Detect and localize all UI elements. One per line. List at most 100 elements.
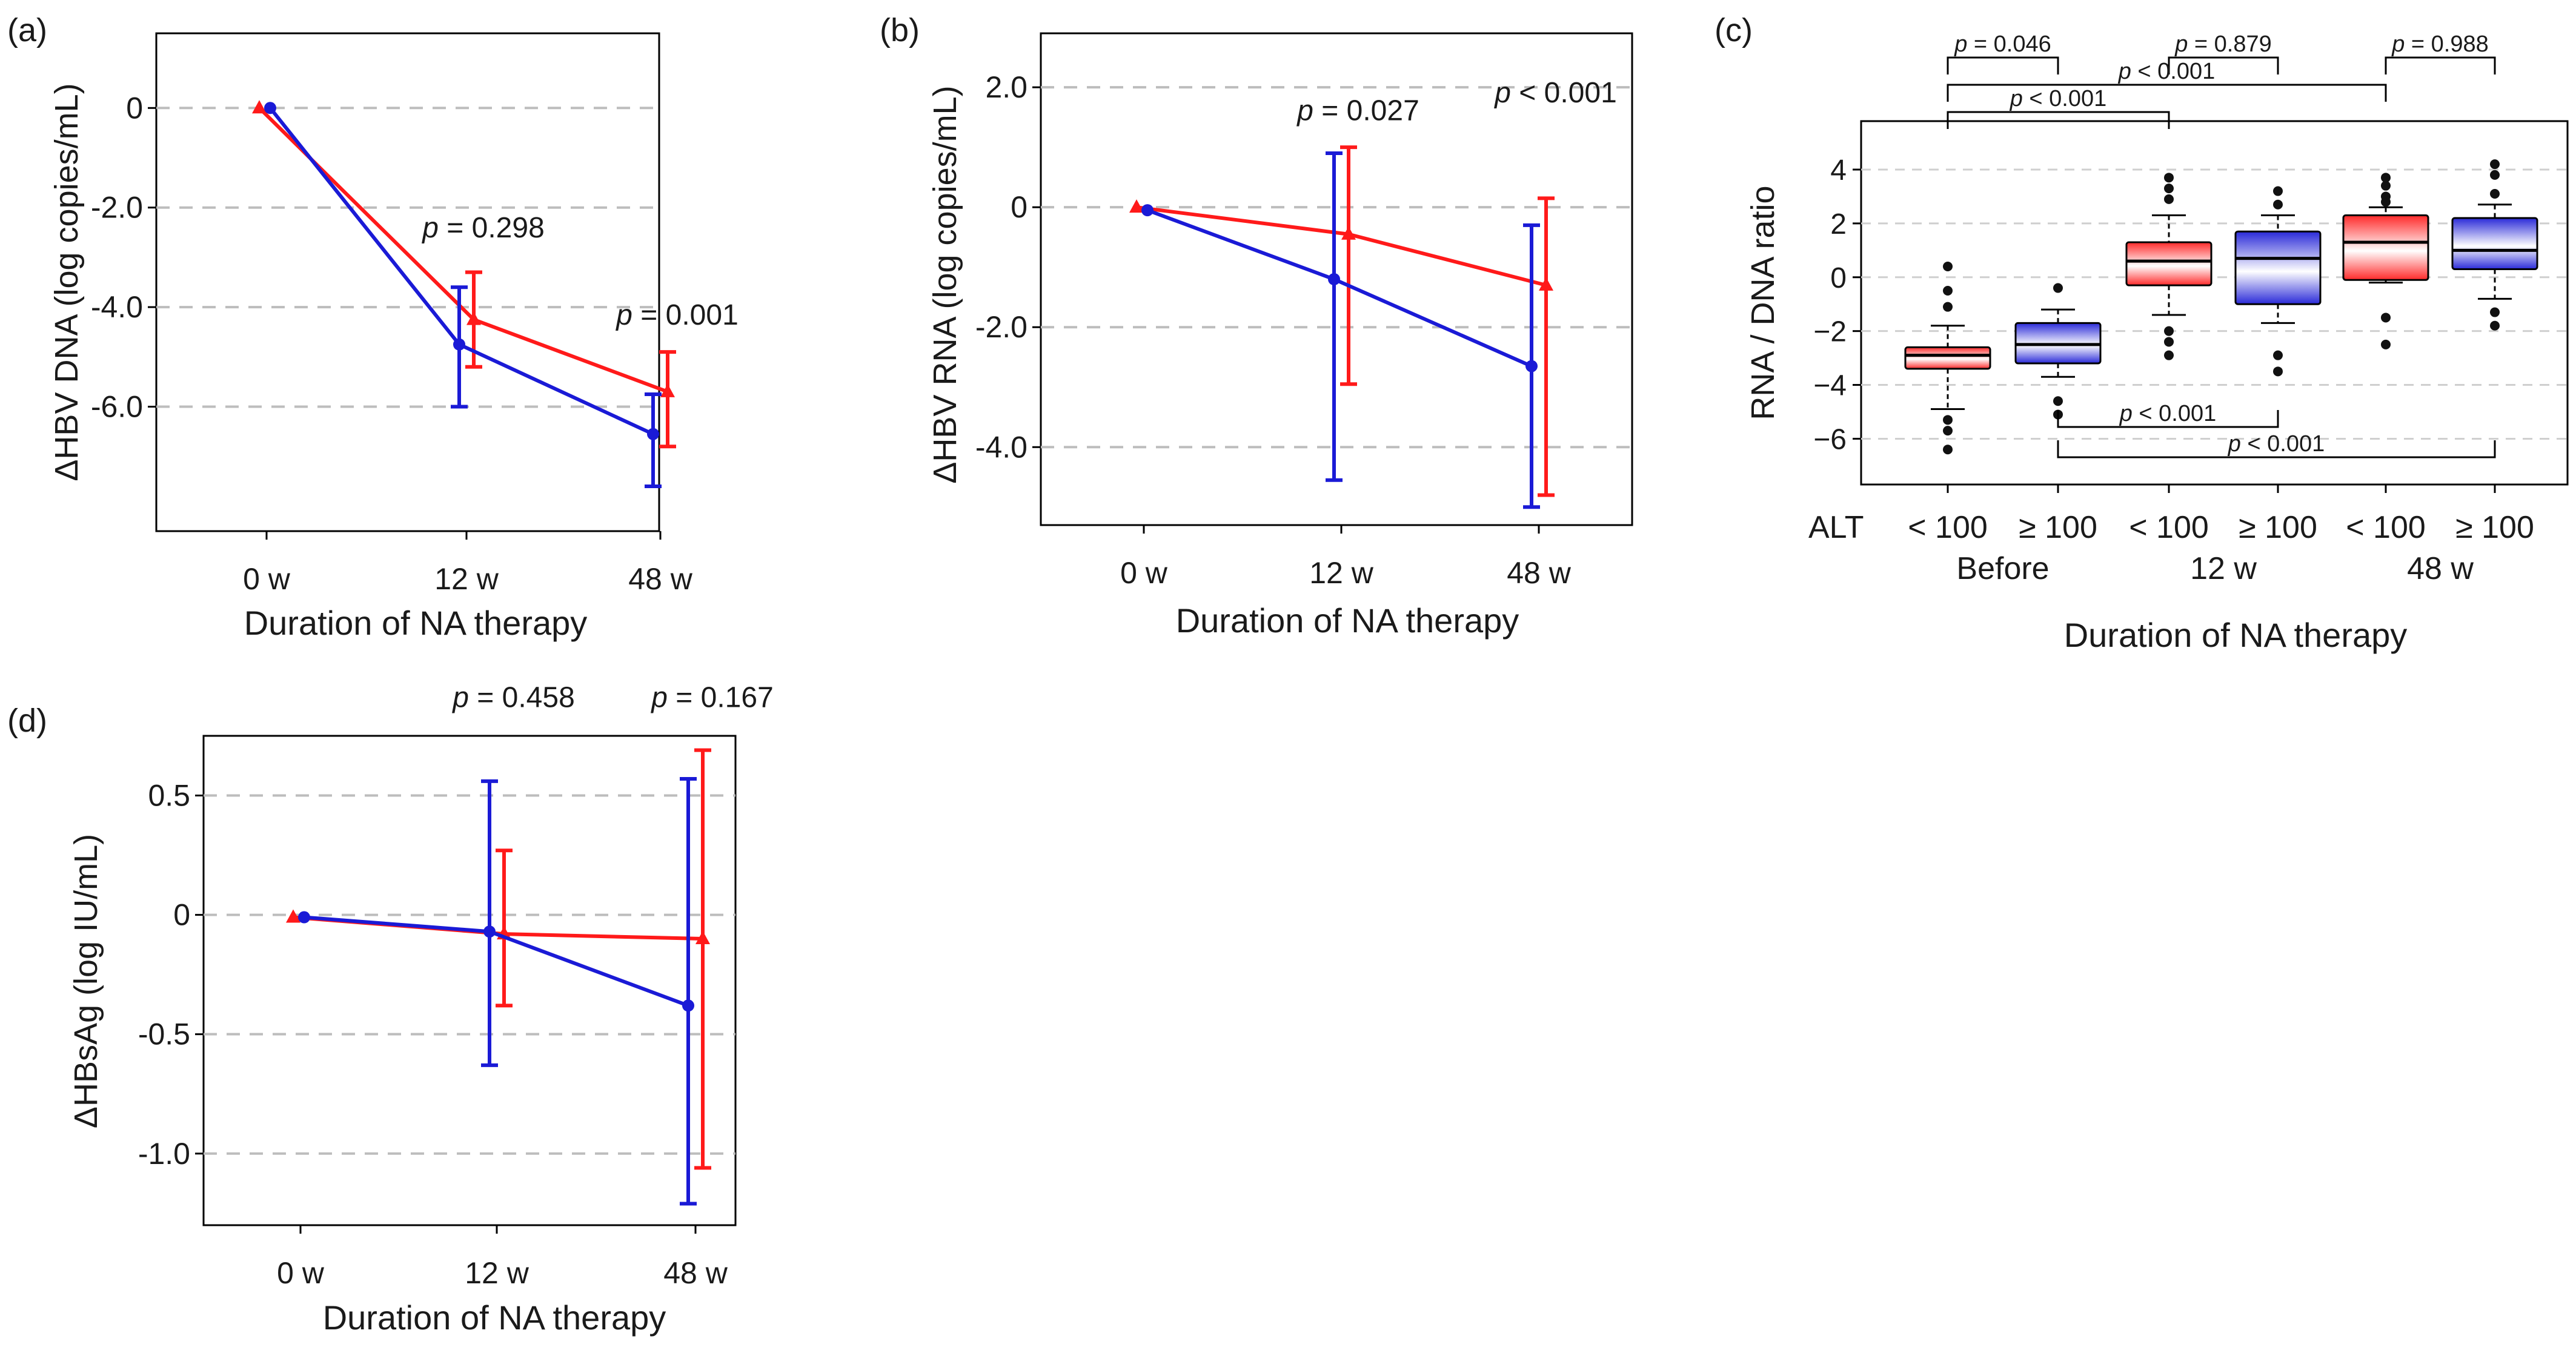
box-category-label: ≥ 100 [2019, 510, 2097, 545]
series-line-red [1136, 205, 1547, 287]
panel-b-plot-frame [1040, 32, 1633, 526]
p-value: = 0.046 [1967, 31, 2051, 57]
marker-red-triangle [1341, 226, 1356, 240]
box-red [1904, 346, 1991, 370]
p-value: < 0.001 [2023, 86, 2106, 111]
p-value: = 0.879 [2188, 31, 2271, 57]
panel-d-xlabel: Duration of NA therapy [323, 1298, 666, 1337]
y-tick-label: 4 [1830, 154, 1847, 187]
outlier-point [1943, 302, 1953, 312]
panel-c-plot-frame [1860, 120, 2569, 486]
p-value: = 0.298 [439, 212, 545, 244]
panel-a-ylabel: ΔHBV DNA (log copies/mL) [48, 83, 85, 481]
panel-b-label: (b) [880, 12, 920, 48]
box-category-label: ≥ 100 [2455, 510, 2534, 545]
marker-blue-circle [1141, 204, 1154, 217]
p-symbol: p [1493, 77, 1511, 109]
outlier-point [2273, 199, 2283, 210]
bracket-p-value: p < 0.001 [2010, 86, 2107, 111]
significance-bracket [1947, 56, 2059, 74]
p-value-annotation: p = 0.027 [1296, 95, 1419, 127]
significance-bracket [1947, 84, 2387, 102]
panel-d-label: (d) [7, 703, 47, 739]
bracket-p-value: p = 0.879 [2174, 31, 2272, 57]
marker-red-triangle [252, 100, 267, 114]
panel-d: (d) 0.50-0.5-1.0 0 w 12 w 48 w p = 0.458 p … [7, 682, 774, 1337]
outlier-point [2490, 307, 2500, 317]
panel-b: (b) 2.00-2.0-4.0 0 w 12 w 48 w p = 0.027p … [880, 12, 1633, 640]
p-value-annotation: p < 0.001 [1493, 77, 1617, 109]
outlier-point [2490, 170, 2500, 180]
p-symbol: p [1296, 95, 1313, 127]
marker-blue-circle [298, 911, 310, 924]
outlier-point [2164, 194, 2174, 204]
outlier-point [2490, 159, 2500, 170]
marker-red-triangle [660, 383, 675, 397]
p-value: = 0.027 [1313, 95, 1419, 127]
outlier-point [2273, 186, 2283, 196]
x-tick-label: 0 w [1120, 556, 1168, 590]
marker-blue-circle [264, 102, 276, 114]
y-tick-label: 0.5 [148, 779, 190, 813]
y-tick-label: -4.0 [975, 430, 1027, 464]
p-value: = 0.167 [668, 682, 774, 714]
panel-a-xlabel: Duration of NA therapy [244, 604, 588, 642]
outlier-point [1943, 262, 1953, 271]
box-category-label: < 100 [2346, 510, 2426, 545]
outlier-point [2381, 339, 2391, 349]
marker-red-triangle [1539, 277, 1553, 291]
p-value: < 0.001 [2133, 401, 2216, 426]
box-category-label: < 100 [1908, 510, 1988, 545]
outlier-point [2053, 283, 2063, 293]
panel-c-alt-label: ALT [1808, 510, 1864, 545]
box-blue [2451, 217, 2538, 270]
marker-red-triangle [1129, 199, 1144, 213]
outlier-point [2273, 366, 2283, 377]
p-value: < 0.001 [2241, 431, 2325, 457]
significance-bracket [2385, 56, 2496, 74]
panel-c-xlabel: Duration of NA therapy [2064, 616, 2408, 654]
panel-d-ylabel: ΔHBsAg (log IU/mL) [68, 834, 104, 1128]
y-tick-label: 2 [1830, 208, 1847, 240]
x-tick-label: 12 w [434, 562, 499, 596]
outlier-point [1943, 415, 1953, 425]
panel-d-plot-frame [202, 735, 737, 1226]
series-line-blue [304, 915, 689, 1008]
outlier-point [1943, 445, 1953, 455]
y-tick-label: −4 [1813, 370, 1847, 402]
marker-red-triangle [286, 909, 300, 923]
outlier-point [2053, 396, 2063, 406]
marker-blue-circle [647, 428, 659, 440]
outlier-point [1943, 286, 1953, 296]
y-tick-label: -1.0 [138, 1137, 190, 1171]
p-symbol: p [615, 299, 632, 331]
p-value-annotation: p = 0.458 [451, 682, 575, 714]
outlier-point [2381, 313, 2391, 323]
panel-c-ylabel: RNA / DNA ratio [1745, 185, 1781, 420]
panel-a: (a) 0-2.0-4.0-6.0 0 w 12 w 48 w p = 0.298p… [7, 12, 739, 642]
y-tick-label: 2.0 [985, 70, 1027, 104]
x-tick-label: 0 w [243, 562, 291, 596]
y-tick-label: -0.5 [138, 1017, 190, 1051]
outlier-point [2164, 326, 2174, 336]
p-symbol: p [2174, 31, 2188, 57]
panel-a-label: (a) [7, 12, 47, 48]
outlier-point [2381, 173, 2391, 183]
outlier-point [2490, 189, 2500, 199]
bracket-p-value: p < 0.001 [2228, 431, 2325, 457]
y-tick-label: −2 [1813, 316, 1847, 348]
x-tick-label: 12 w [1309, 556, 1374, 590]
p-symbol: p [2119, 401, 2133, 426]
significance-bracket [1947, 111, 2170, 129]
p-symbol: p [421, 212, 439, 244]
marker-blue-circle [682, 999, 694, 1012]
panel-b-xlabel: Duration of NA therapy [1176, 601, 1519, 640]
p-symbol: p [650, 682, 668, 714]
y-tick-label: 0 [1011, 190, 1027, 224]
box-red [2125, 241, 2213, 286]
marker-red-triangle [466, 311, 481, 325]
outlier-point [2164, 184, 2174, 194]
p-value: < 0.001 [1511, 77, 1617, 109]
marker-blue-circle [1328, 273, 1340, 285]
